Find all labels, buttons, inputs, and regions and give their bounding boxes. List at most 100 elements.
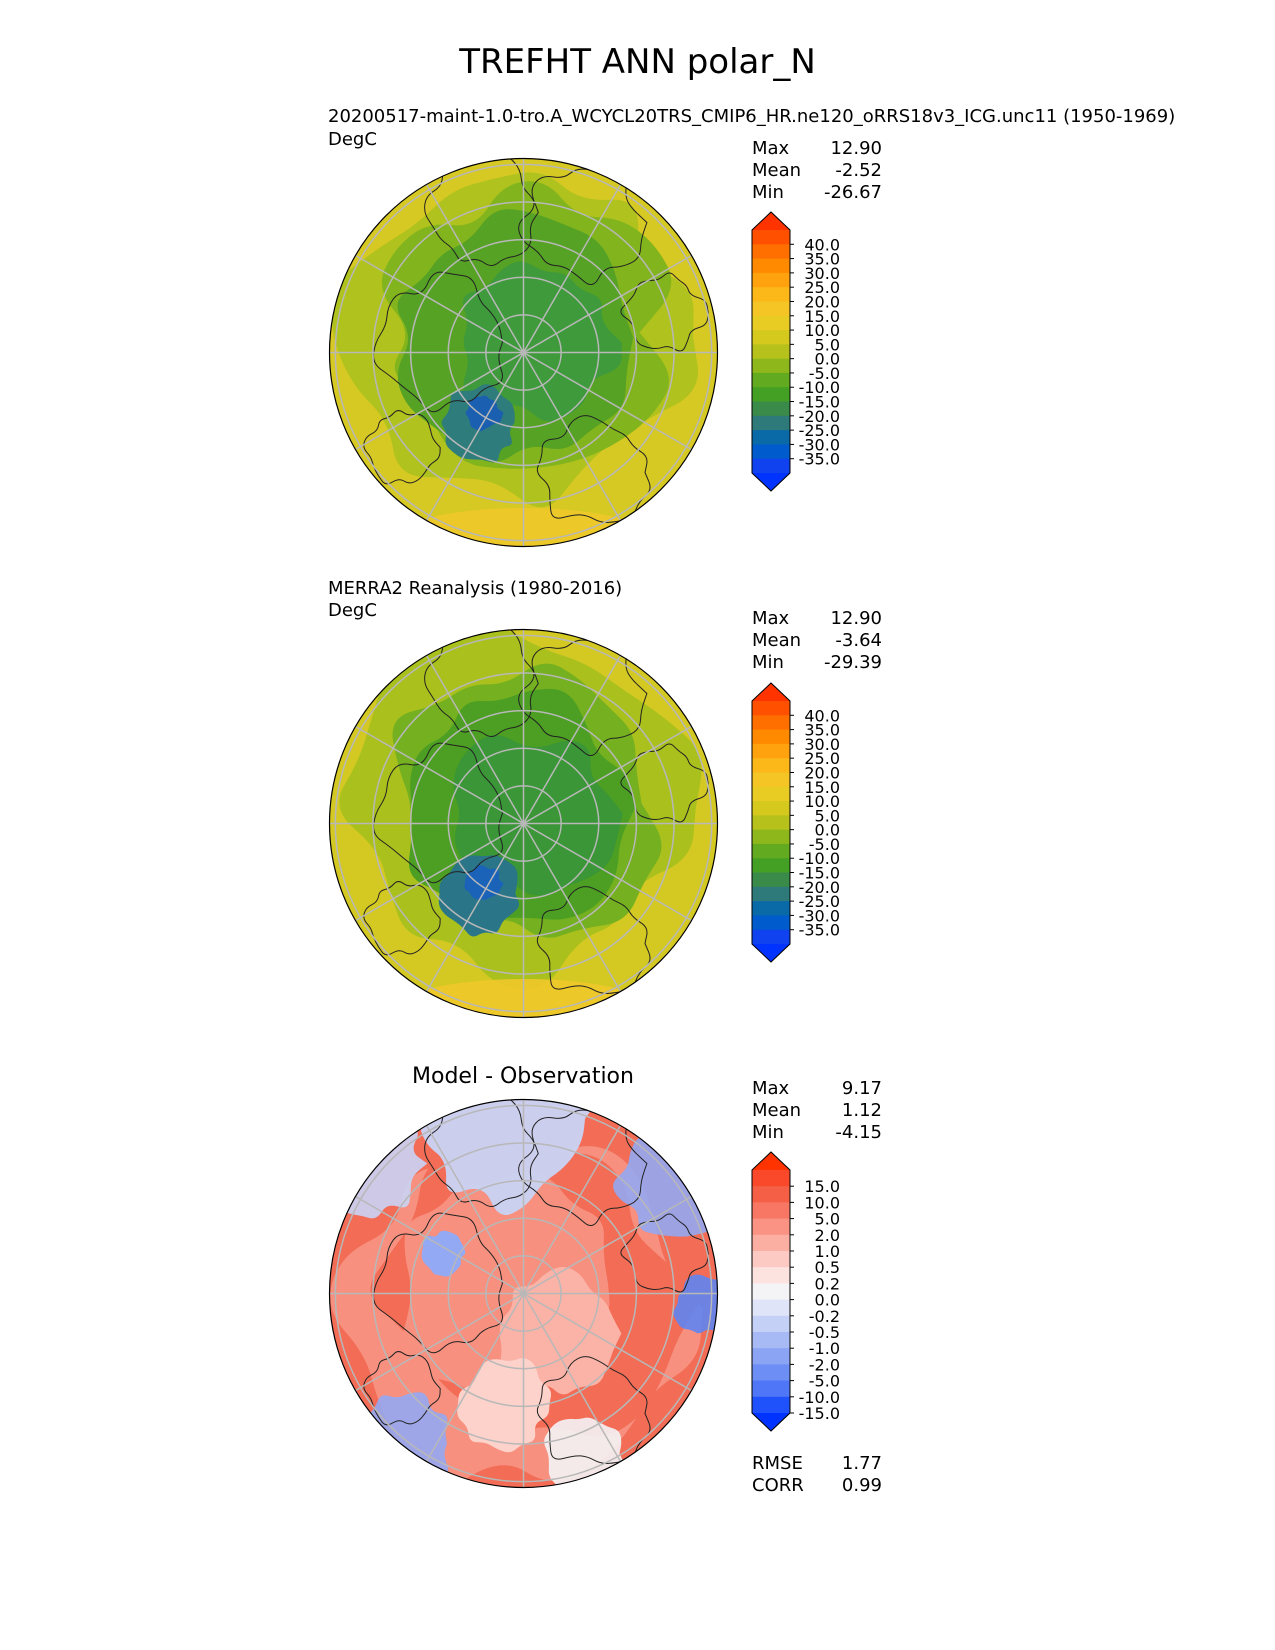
colorbar-tick-label: 5.0	[815, 1210, 840, 1229]
stat-value: -26.67	[823, 182, 882, 203]
coastline	[620, 272, 709, 352]
colorbar-tick-label: -15.0	[799, 393, 840, 412]
colorbar-tick-label: 1.0	[815, 1242, 840, 1261]
colorbar-extend-top	[752, 1152, 790, 1170]
colorbar-tick-label: -15.0	[799, 864, 840, 883]
panel3-polar-map	[328, 1098, 719, 1489]
stat-max-row: Max 12.90	[752, 608, 882, 630]
colorbar-tick-label: 40.0	[804, 235, 840, 254]
colorbar-tick-label: 0.0	[815, 350, 840, 369]
colorbar-extend-bottom	[752, 473, 790, 491]
colorbar-tick-label: -30.0	[799, 435, 840, 454]
longitude-line	[355, 725, 692, 922]
colorbar-tick-label: -5.0	[809, 364, 840, 383]
colorbar-tick-label: 5.0	[815, 335, 840, 354]
colorbar-tick-label: -20.0	[799, 878, 840, 897]
panel2-polar-map	[328, 628, 719, 1019]
coastline	[620, 743, 709, 823]
colorbar-tick-label: 20.0	[804, 292, 840, 311]
colorbar-tick-label: -25.0	[799, 892, 840, 911]
stat-min-row: Min -26.67	[752, 182, 882, 204]
colorbar-tick-label: 2.0	[815, 1226, 840, 1245]
panel2-colorbar: 40.035.030.025.020.015.010.05.00.0-5.0-1…	[751, 682, 840, 963]
colorbar-tick-label: -10.0	[799, 378, 840, 397]
colorbar-tick-label: 35.0	[804, 721, 840, 740]
metric-value: 0.99	[841, 1475, 882, 1496]
field-contour	[421, 1230, 466, 1277]
panel1-units: DegC	[328, 129, 377, 150]
colorbar-tick-label: -10.0	[799, 849, 840, 868]
colorbar-segment	[752, 1251, 790, 1268]
colorbar-tick-label: 10.0	[804, 1193, 840, 1212]
colorbar-segment	[752, 287, 790, 303]
stat-min-row: Min -4.15	[752, 1122, 882, 1144]
longitude-line	[355, 1195, 692, 1392]
colorbar-tick-label: 40.0	[804, 706, 840, 725]
colorbar-tick-label: 20.0	[804, 763, 840, 782]
panel2-title: MERRA2 Reanalysis (1980-2016)	[328, 578, 623, 599]
colorbar-segment	[752, 786, 790, 802]
stat-value: -4.15	[835, 1122, 882, 1143]
colorbar-segment	[752, 258, 790, 274]
colorbar-segment	[752, 344, 790, 360]
graticule	[329, 158, 718, 547]
colorbar-outline	[751, 682, 791, 963]
colorbar-tick-label: 30.0	[804, 264, 840, 283]
colorbar-tick-label: 35.0	[804, 250, 840, 269]
panel1-polar-map	[328, 157, 719, 548]
colorbar-segment	[752, 1186, 790, 1203]
colorbar-segment	[752, 1170, 790, 1187]
colorbar-segment	[752, 372, 790, 388]
field-contour	[419, 1099, 600, 1216]
metric-corr-row: CORR 0.99	[752, 1475, 882, 1497]
stat-max-row: Max 9.17	[752, 1078, 882, 1100]
metric-label: CORR	[752, 1475, 804, 1496]
colorbar-tick-label: -0.2	[809, 1307, 840, 1326]
stat-label: Max	[752, 1078, 790, 1099]
colorbar-segment	[752, 929, 790, 945]
colorbar-tick-label: 0.5	[815, 1258, 840, 1277]
colorbar-segment	[752, 1396, 790, 1414]
longitude-line	[355, 254, 692, 451]
colorbar-tick-label: 0.2	[815, 1274, 840, 1293]
stat-label: Min	[752, 1122, 784, 1143]
colorbar-segment	[752, 829, 790, 845]
colorbar-extend-top	[752, 683, 790, 701]
colorbar-tick-label: -2.0	[809, 1355, 840, 1374]
colorbar-tick-label: 10.0	[804, 792, 840, 811]
colorbar-segment	[752, 815, 790, 831]
figure-title: TREFHT ANN polar_N	[459, 42, 816, 82]
field-contour	[673, 1274, 718, 1334]
stat-value: 12.90	[830, 138, 882, 159]
colorbar-segment	[752, 901, 790, 917]
colorbar-segment	[752, 387, 790, 403]
colorbar-segment	[752, 1267, 790, 1284]
metric-value: 1.77	[841, 1453, 882, 1474]
colorbar-segment	[752, 358, 790, 374]
colorbar-extend-bottom	[752, 1413, 790, 1431]
colorbar-tick-label: -5.0	[809, 835, 840, 854]
colorbar-extend-top	[752, 212, 790, 230]
colorbar-segment	[752, 230, 790, 245]
colorbar-segment	[752, 743, 790, 759]
coastline	[424, 629, 539, 738]
stat-value: 1.12	[841, 1100, 882, 1121]
stat-min-row: Min -29.39	[752, 652, 882, 674]
map-boundary	[328, 157, 719, 548]
panel3-metrics: RMSE 1.77 CORR 0.99	[752, 1453, 882, 1497]
colorbar-segment	[752, 715, 790, 731]
colorbar-segment	[752, 1315, 790, 1333]
graticule	[329, 629, 718, 1018]
panel3-colorbar: 15.010.05.02.01.00.50.20.0-0.2-0.5-1.0-2…	[751, 1151, 840, 1432]
colorbar-segment	[752, 415, 790, 431]
panel3-stats: Max 9.17 Mean 1.12 Min -4.15	[752, 1078, 882, 1144]
colorbar-outline	[751, 211, 791, 492]
stat-value: 12.90	[830, 608, 882, 629]
metric-rmse-row: RMSE 1.77	[752, 1453, 882, 1475]
colorbar-tick-label: 25.0	[804, 278, 840, 297]
coastline	[620, 1213, 709, 1293]
colorbar-tick-label: -35.0	[799, 921, 840, 940]
stat-label: Mean	[752, 630, 802, 651]
stat-mean-row: Mean -2.52	[752, 160, 882, 182]
colorbar-segment	[752, 1348, 790, 1365]
